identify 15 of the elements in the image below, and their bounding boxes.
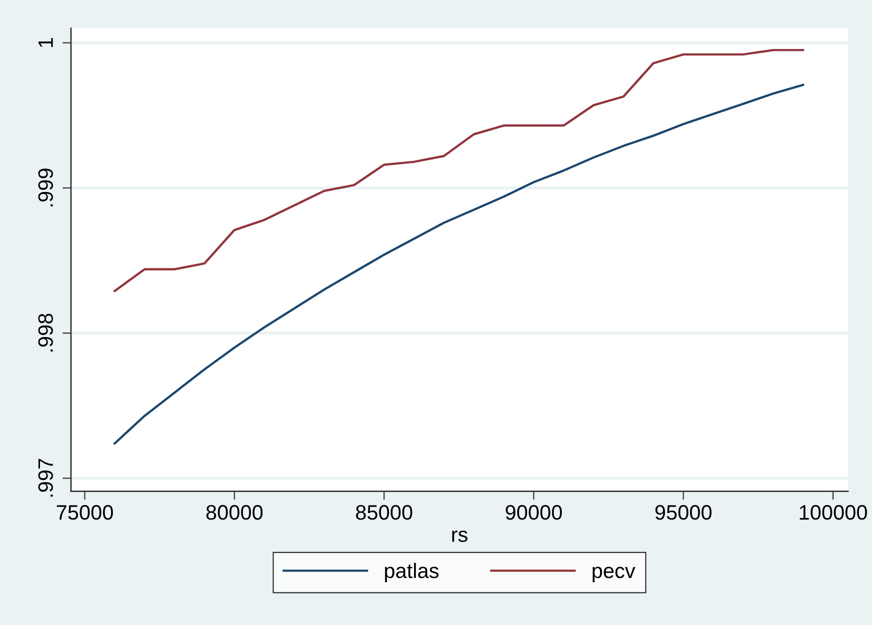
x-tick-label: 95000 (655, 505, 712, 520)
y-tick-label: .999 (38, 168, 53, 206)
x-axis-title: rs (452, 530, 468, 542)
x-tick-label: 85000 (356, 505, 412, 520)
y-tick-label: 1 (38, 38, 53, 48)
y-tick-label: .997 (38, 459, 53, 497)
legend-label: patlas (385, 562, 439, 582)
x-tick-label: 75000 (56, 505, 113, 520)
line-series (114, 48, 804, 292)
x-tick-label: 80000 (206, 505, 263, 520)
x-tick-label: 100000 (800, 505, 867, 520)
x-tick-label: 90000 (506, 505, 562, 520)
y-tick-label: .998 (38, 314, 53, 352)
line-series (114, 84, 804, 445)
legend-label: pecv (592, 566, 636, 582)
